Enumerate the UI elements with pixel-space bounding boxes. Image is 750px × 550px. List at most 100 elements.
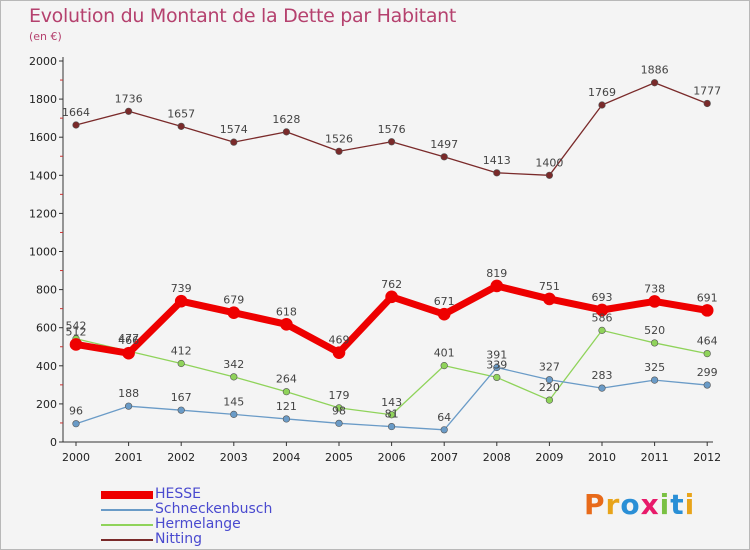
- y-tick-label: 1000: [29, 246, 57, 259]
- logo-letter: r: [605, 488, 621, 521]
- data-point-hermelange: [282, 388, 291, 396]
- data-label-hermelange: 264: [276, 373, 297, 386]
- data-point-schneckenbusch: [230, 410, 238, 418]
- data-label-nitting: 1736: [115, 92, 143, 105]
- y-tick-label: 200: [36, 398, 57, 411]
- x-tick-label: 2010: [588, 451, 616, 464]
- data-label-hermelange: 542: [66, 320, 87, 333]
- y-tick-label: 800: [36, 284, 57, 297]
- legend-item-nitting: Nitting: [101, 532, 272, 547]
- data-label-hesse: 693: [592, 291, 613, 304]
- data-label-nitting: 1400: [535, 156, 563, 169]
- data-point-hermelange: [230, 373, 238, 381]
- data-point-nitting: [177, 122, 185, 130]
- data-label-schneckenbusch: 167: [171, 391, 192, 404]
- x-tick-label: 2012: [693, 451, 721, 464]
- legend-label: HESSE: [155, 486, 201, 502]
- data-label-nitting: 1769: [588, 86, 616, 99]
- data-point-hesse: [385, 290, 398, 304]
- data-label-hermelange: 520: [644, 324, 665, 337]
- data-point-schneckenbusch: [650, 376, 659, 384]
- data-label-hermelange: 339: [486, 358, 507, 371]
- data-point-hesse: [648, 295, 661, 308]
- data-point-hermelange: [598, 326, 606, 334]
- x-tick-label: 2000: [62, 451, 90, 464]
- data-point-nitting: [282, 128, 291, 136]
- y-tick-label: 600: [36, 322, 57, 335]
- y-tick-label: 2000: [29, 55, 57, 68]
- data-label-hermelange: 401: [434, 347, 455, 360]
- legend-label: Nitting: [155, 531, 202, 547]
- legend: HESSE Schneckenbusch Hermelange Nitting: [101, 487, 272, 547]
- data-label-schneckenbusch: 64: [437, 411, 451, 424]
- legend-label: Schneckenbusch: [155, 501, 273, 517]
- data-label-hesse: 679: [223, 294, 244, 307]
- x-tick-label: 2003: [220, 451, 248, 464]
- logo-letter: i: [684, 488, 696, 521]
- data-label-schneckenbusch: 283: [592, 369, 613, 382]
- x-tick-label: 2011: [641, 451, 669, 464]
- data-point-hesse: [227, 306, 241, 319]
- data-point-schneckenbusch: [493, 363, 501, 372]
- data-label-hesse: 751: [539, 280, 560, 293]
- x-tick-label: 2001: [115, 451, 143, 464]
- x-tick-label: 2002: [167, 451, 195, 464]
- y-tick-label: 0: [50, 436, 57, 449]
- x-tick-label: 2004: [272, 451, 300, 464]
- legend-item-hesse: HESSE: [101, 487, 272, 502]
- data-label-nitting: 1526: [325, 132, 353, 145]
- data-point-hermelange: [493, 373, 501, 382]
- data-point-schneckenbusch: [177, 406, 185, 414]
- data-label-nitting: 1628: [272, 113, 300, 126]
- data-label-schneckenbusch: 299: [697, 366, 718, 379]
- data-point-hermelange: [703, 350, 711, 358]
- logo-letter: t: [670, 488, 685, 521]
- data-point-nitting: [650, 79, 659, 87]
- data-label-schneckenbusch: 96: [69, 405, 83, 418]
- data-label-nitting: 1413: [483, 154, 511, 167]
- data-label-schneckenbusch: 145: [223, 395, 244, 408]
- data-point-hermelange: [388, 411, 396, 419]
- data-label-schneckenbusch: 121: [276, 400, 297, 413]
- data-label-hermelange: 342: [223, 358, 244, 371]
- data-point-hesse: [700, 304, 714, 317]
- data-point-nitting: [335, 147, 343, 155]
- y-tick-label: 1600: [29, 131, 57, 144]
- data-point-hesse: [490, 279, 504, 293]
- legend-item-hermelange: Hermelange: [101, 517, 272, 532]
- data-point-nitting: [703, 99, 711, 108]
- data-label-hesse: 466: [118, 334, 139, 347]
- data-point-schneckenbusch: [388, 422, 396, 431]
- data-label-hermelange: 220: [539, 381, 560, 394]
- data-point-nitting: [598, 101, 606, 109]
- data-label-schneckenbusch: 391: [486, 349, 507, 362]
- data-point-schneckenbusch: [703, 381, 711, 389]
- data-label-hesse: 469: [329, 334, 350, 347]
- y-tick-label: 1400: [29, 169, 57, 182]
- data-point-nitting: [230, 138, 238, 146]
- data-label-hesse: 691: [697, 291, 718, 304]
- data-point-hesse: [69, 338, 83, 351]
- data-point-schneckenbusch: [282, 415, 291, 423]
- data-point-nitting: [124, 107, 133, 115]
- x-tick-label: 2005: [325, 451, 353, 464]
- logo-letter: x: [640, 488, 660, 521]
- legend-label: Hermelange: [155, 516, 241, 532]
- unit-label: (en €): [29, 30, 62, 43]
- logo-letter: P: [584, 488, 606, 521]
- data-point-hesse: [595, 303, 609, 317]
- legend-item-schneckenbusch: Schneckenbusch: [101, 502, 272, 517]
- data-label-nitting: 1657: [167, 107, 195, 120]
- data-point-hermelange: [177, 359, 185, 368]
- data-point-hermelange: [650, 339, 659, 347]
- logo-letter: i: [659, 488, 671, 521]
- logo-letter: o: [620, 488, 641, 521]
- data-label-hermelange: 143: [381, 396, 402, 409]
- x-tick-label: 2006: [378, 451, 406, 464]
- y-tick-label: 1200: [29, 207, 57, 220]
- proxiti-logo: Proxiti: [584, 488, 695, 521]
- y-tick-label: 1800: [29, 93, 57, 106]
- data-label-hesse: 512: [66, 325, 87, 338]
- data-point-schneckenbusch: [335, 419, 343, 427]
